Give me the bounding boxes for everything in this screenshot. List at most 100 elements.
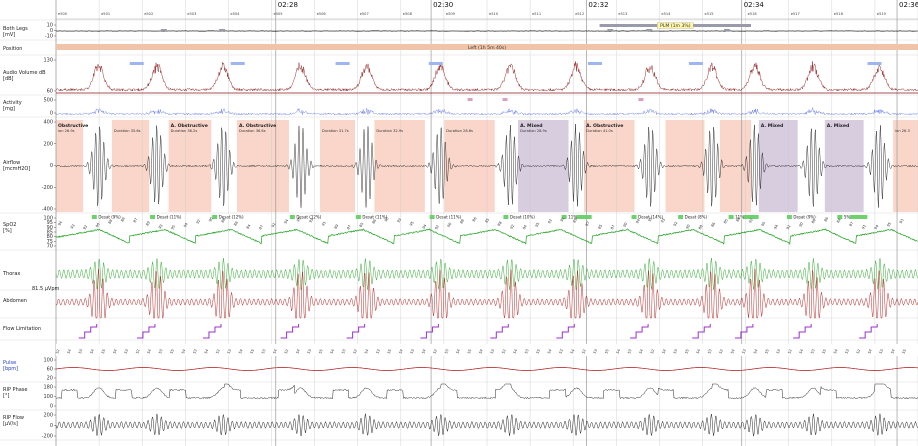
spo2-values: 94 93 92 90 88 86 87 89 93 95 94 92 90 88 86 84 87 91 94 95…: [57, 216, 904, 230]
tick-label: 0: [50, 404, 53, 410]
pulse-value: 53: [627, 349, 632, 355]
tick-label: -200: [42, 185, 53, 191]
desat-label: Desat (9%): [98, 214, 121, 219]
tick-label: 130: [43, 58, 53, 64]
desat-label-bg: [508, 214, 536, 220]
spo2-value: 89: [145, 220, 151, 227]
pulse-value: 55: [387, 349, 392, 355]
spo2-value: 91: [271, 222, 277, 228]
tick-label: -200: [42, 434, 53, 440]
flow-limitation-step: [136, 324, 156, 339]
tick-label: 80: [47, 234, 53, 240]
event-duration: Duration 32.9s: [376, 129, 403, 133]
epoch-label: e501: [101, 12, 110, 16]
epoch-label: e503: [187, 12, 196, 16]
desat-label-bg: [842, 214, 850, 220]
epoch-label: e505: [274, 12, 283, 16]
spo2-value: 94: [183, 222, 189, 229]
spo2-value: 94: [57, 220, 63, 227]
event-title: Obstructive: [58, 123, 88, 129]
spo2-value: 92: [434, 224, 440, 230]
rip-flow-trace: [55, 413, 918, 437]
pulse-value: 54: [867, 348, 873, 354]
channel-label-rip_flow: RIP Flow: [3, 415, 24, 421]
desat-label: Desat (12%): [296, 214, 321, 219]
pulse-value: 54: [513, 348, 519, 354]
desat-label-bg: [96, 214, 122, 220]
channel-unit-spo2: [%]: [3, 228, 12, 234]
flow-limitation-step: [346, 324, 366, 339]
event-title: A. Obstructive: [586, 123, 623, 129]
pulse-value: 54: [730, 348, 736, 354]
pulse-value: 54: [799, 348, 805, 354]
spo2-value: 84: [246, 223, 252, 230]
event-title: A. Obstructive: [239, 123, 276, 129]
desat-label-bg: [683, 214, 709, 220]
pulse-value: 52: [433, 349, 438, 355]
spo2-value: 86: [371, 218, 377, 225]
plm-marker: [607, 29, 614, 31]
event-duration: Duration 28.9s: [520, 129, 547, 133]
position-label: Left (1h 5m 40s): [468, 45, 506, 51]
event-title: A. Mixed: [520, 123, 543, 129]
pulse-value: 54: [295, 348, 301, 354]
spo2-value: 90: [685, 223, 691, 230]
spo2-value: 88: [221, 217, 227, 224]
spo2-value: 85: [597, 224, 603, 230]
audio-trace: [55, 61, 918, 92]
flow-limitation-step: [78, 324, 98, 339]
snore-marker: [688, 62, 703, 65]
pulse-value: 53: [879, 349, 884, 355]
pulse-value: 53: [810, 349, 815, 355]
desat-label: Desat (8%): [685, 214, 708, 219]
spo2-value: 86: [472, 216, 478, 223]
tick-label: 100: [43, 216, 53, 222]
channel-unit-audio: [dB]: [3, 76, 14, 82]
flow-limitation-step: [692, 324, 711, 339]
spo2-value: 94: [773, 223, 779, 230]
tick-label: -10: [45, 34, 53, 40]
epoch-label: e517: [791, 12, 800, 16]
epoch-label: e508: [403, 12, 413, 16]
epoch-label: e507: [360, 12, 369, 16]
channel-label-legs: Both Legs: [3, 26, 28, 32]
epoch-label: e519: [877, 12, 887, 16]
channel-label-spo2: SpO2: [3, 222, 16, 228]
epoch-label: e504: [230, 12, 240, 16]
spo2-value: 87: [133, 217, 139, 223]
spo2-value: 93: [899, 218, 905, 224]
tick-label: 75: [47, 239, 53, 245]
epoch-label: e509: [446, 12, 456, 16]
desat-label: 11%: [735, 214, 744, 219]
event-duration: Duration 31.7s: [322, 129, 349, 133]
pulse-value: 55: [604, 349, 609, 355]
snore-marker: [335, 62, 350, 65]
event-duration: ion 26.9s: [58, 129, 75, 133]
snore-marker: [129, 62, 144, 65]
pulse-values: 52 54 53 54 55 54 53 52 54 53 55 54 53 54 52 53 54 55 53 54…: [55, 348, 907, 354]
event-duration: Duration 41.0s: [586, 129, 613, 133]
pulse-value: 54: [147, 348, 153, 354]
activity-marker: [502, 98, 508, 101]
pulse-value: 54: [639, 348, 645, 354]
channel-label-activity: Activity: [3, 100, 22, 106]
pulse-value: 53: [776, 349, 781, 355]
desat-bar: [837, 215, 868, 219]
pulse-value: 55: [467, 349, 472, 355]
pulse-value: 55: [101, 349, 106, 355]
pulse-value: 55: [250, 349, 255, 355]
pulse-value: 53: [845, 349, 850, 355]
pulse-value: 52: [856, 349, 861, 355]
event-duration: ion 26.3: [895, 129, 910, 133]
spo2-value: 93: [547, 218, 553, 224]
event-duration: Duration 35.6s: [114, 129, 141, 133]
channel-label-position: Position: [3, 46, 22, 52]
snore-marker: [428, 62, 443, 65]
flow-limitation-step: [859, 324, 878, 339]
pulse-value: 52: [353, 349, 358, 355]
pulse-value: 53: [78, 349, 83, 355]
spo2-value: 94: [283, 218, 289, 225]
spo2-value: 93: [396, 218, 402, 224]
